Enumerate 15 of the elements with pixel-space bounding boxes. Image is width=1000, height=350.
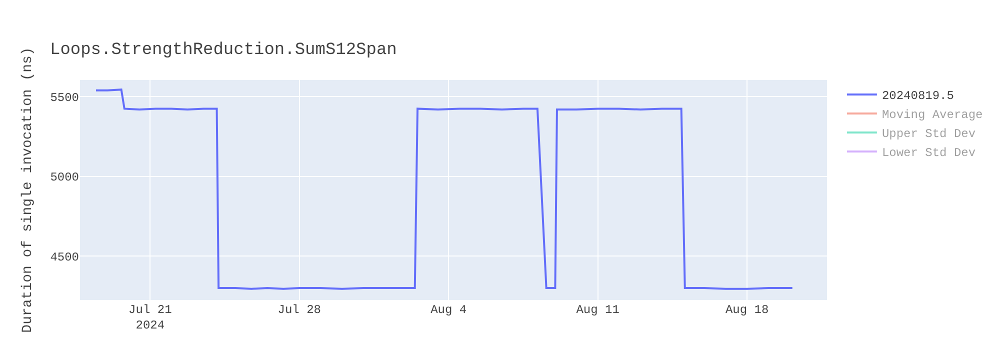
y-tick-label: 5000 — [50, 170, 79, 185]
line-series — [94, 88, 794, 290]
x-tick-label: Jul 21 2024 — [128, 303, 172, 333]
x-tick-label: Aug 4 — [430, 303, 467, 317]
x-tick-label: Aug 11 — [576, 303, 620, 317]
legend-label: Lower Std Dev — [882, 146, 976, 160]
y-tick-label: 5500 — [50, 90, 79, 105]
legend-label: Moving Average — [882, 108, 983, 122]
y-tick-label: 4500 — [50, 250, 79, 264]
legend-label: 20240819.5 — [882, 89, 954, 104]
chart-title: Loops.StrengthReduction.SumS12Span — [50, 40, 397, 60]
x-tick-label: Jul 28 — [278, 303, 321, 317]
legend-label: Upper Std Dev — [882, 127, 976, 142]
y-axis-title: Duration of single invocation (ns) — [20, 47, 36, 333]
x-tick-label: Aug 18 — [725, 303, 769, 317]
